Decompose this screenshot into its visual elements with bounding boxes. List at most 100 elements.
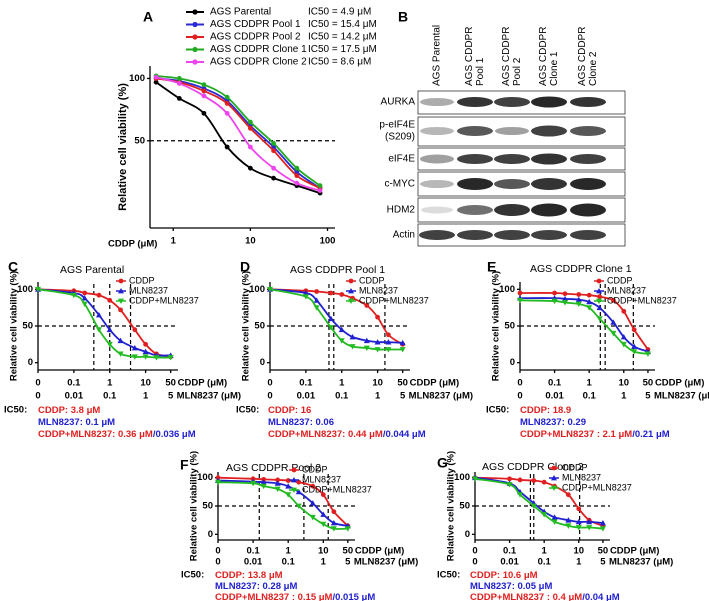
point xyxy=(201,82,207,88)
point xyxy=(131,345,138,351)
panel-letter: C xyxy=(8,259,18,275)
point xyxy=(201,110,207,116)
point xyxy=(267,286,273,293)
x-axis-label: CDDP (μM) xyxy=(108,239,157,250)
point xyxy=(176,96,182,101)
x2-tick-label: 5 xyxy=(345,557,351,568)
band xyxy=(531,153,567,165)
x-tick-label: 50 xyxy=(397,378,408,389)
legend-marker xyxy=(192,59,198,65)
x-tick-label: 0.1 xyxy=(548,378,562,389)
x2-tick-label: 0.1 xyxy=(103,391,117,402)
x-tick-label: 10 xyxy=(140,378,151,389)
x2-axis-label: MLN8237 (μM) xyxy=(409,391,473,402)
blot-row-label: Actin xyxy=(393,230,415,241)
chart-title: AGS CDDPR Pool 1 xyxy=(290,264,385,276)
x2-tick-label: 5 xyxy=(168,391,174,402)
band xyxy=(531,230,567,240)
legend-label: CDDP xyxy=(607,275,633,285)
lane-label: Clone 1 xyxy=(549,51,560,86)
legend-label: CDDP xyxy=(129,275,155,285)
ic50-value: MLN8237: 0.06 xyxy=(268,417,334,428)
point xyxy=(327,325,334,331)
point xyxy=(506,482,513,488)
point xyxy=(344,526,351,532)
x2-tick-label: 0.01 xyxy=(545,391,564,402)
point xyxy=(117,337,124,344)
point xyxy=(327,315,334,322)
point xyxy=(167,355,174,361)
ic50-title: IC50: xyxy=(181,570,204,581)
y-tick-label: 50 xyxy=(459,501,470,512)
y-axis-label: Relative cell viability (%) xyxy=(117,83,129,211)
legend-marker xyxy=(192,21,198,28)
legend-label: MLN8237 xyxy=(607,285,646,295)
y-tick-label: 50 xyxy=(254,321,265,332)
x-axis-label: CDDP (μM) xyxy=(655,378,704,389)
point xyxy=(551,519,558,525)
band xyxy=(420,180,454,188)
point xyxy=(309,514,316,521)
point xyxy=(565,517,572,523)
point xyxy=(320,521,327,528)
y-tick-label: 50 xyxy=(202,501,213,512)
point xyxy=(271,175,276,181)
point xyxy=(131,354,138,360)
point xyxy=(565,523,572,529)
blot xyxy=(417,90,626,247)
band xyxy=(570,97,606,107)
legend-ic50: IC50 = 8.6 μM xyxy=(308,57,371,68)
x-axis-label: CDDP (μM) xyxy=(178,378,227,389)
legend-marker xyxy=(192,46,198,53)
fit-curve xyxy=(37,288,171,359)
point xyxy=(106,341,113,348)
legend-label: AGS CDDPR Clone 1 xyxy=(210,44,307,55)
band xyxy=(531,178,567,190)
y-tick-label: 50 xyxy=(22,321,33,332)
point xyxy=(349,334,356,340)
x-tick-label: 1 xyxy=(542,546,548,557)
point xyxy=(132,327,138,333)
band xyxy=(531,203,567,217)
y-tick-label: 0 xyxy=(465,529,470,540)
point xyxy=(363,345,370,351)
x-tick-label: 0.1 xyxy=(299,378,313,389)
point xyxy=(313,305,320,311)
ic50-label: CDDP: 16 xyxy=(268,405,311,416)
point xyxy=(274,486,281,492)
x-axis-label: CDDP (μM) xyxy=(355,546,404,557)
point xyxy=(118,298,124,304)
legend-label: AGS Parental xyxy=(210,7,271,18)
point xyxy=(317,188,323,194)
x-tick-label: 50 xyxy=(165,378,176,389)
point xyxy=(586,298,593,305)
point xyxy=(472,476,478,482)
y-tick-label: 100 xyxy=(197,472,213,483)
point xyxy=(330,520,337,526)
point xyxy=(575,301,582,307)
x2-tick-label: 0 xyxy=(35,391,40,402)
point xyxy=(153,74,159,80)
ic50-value: MLN8237: 0.05 μM xyxy=(470,581,552,592)
point xyxy=(586,518,593,525)
point xyxy=(314,289,320,294)
point xyxy=(285,483,292,489)
band xyxy=(457,97,493,107)
x-axis-label: CDDP (μM) xyxy=(410,378,459,389)
ic50-value: CDDP+MLN8237 : 2.1 μM/0.21 μM xyxy=(520,429,670,440)
point xyxy=(107,297,113,303)
x2-tick-label: 1 xyxy=(375,391,381,402)
blot-row-label: AURKA xyxy=(381,97,416,108)
point xyxy=(631,343,638,349)
x-tick-label: 50 xyxy=(643,378,654,389)
fit-curve xyxy=(217,481,348,530)
point xyxy=(364,303,370,308)
band xyxy=(457,178,493,190)
y-tick-label: 0 xyxy=(208,529,213,540)
y-tick-label: 100 xyxy=(17,284,33,295)
ic50-label2: /0.21 μM xyxy=(632,429,670,440)
band xyxy=(531,125,567,137)
x2-tick-label: 0 xyxy=(215,557,220,568)
point xyxy=(117,351,124,357)
